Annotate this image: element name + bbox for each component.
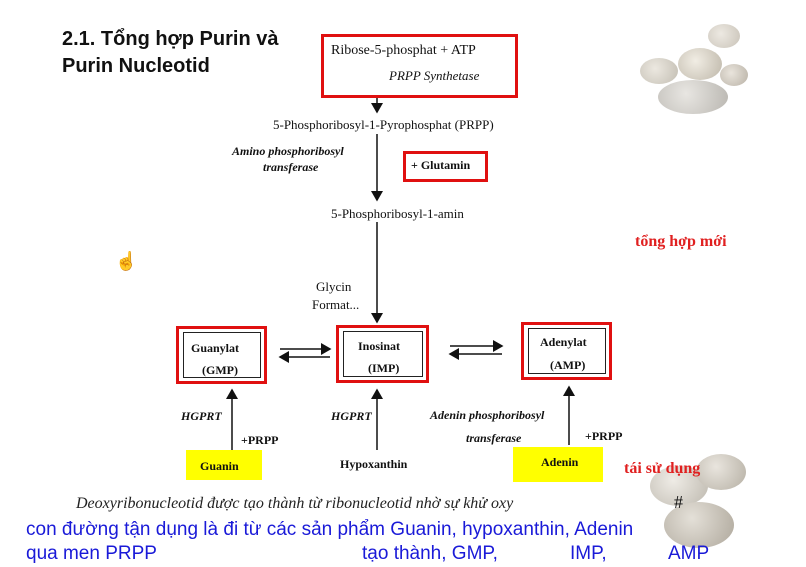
enzyme-adenin-line1: Adenin phosphoribosyl — [430, 408, 545, 422]
adenylat-label: Adenylat — [540, 335, 587, 349]
hash-mark: # — [674, 492, 683, 512]
amin-label: 5-Phosphoribosyl-1-amin — [331, 206, 464, 221]
gmp-label: (GMP) — [202, 363, 238, 377]
enzyme-amino-line1: Amino phosphoribosyl — [232, 144, 344, 158]
hgprt-left-label: HGPRT — [181, 409, 222, 423]
adenin-highlight — [513, 447, 603, 482]
prpp-left-label: +PRPP — [241, 433, 279, 447]
hypoxanthin-label: Hypoxanthin — [340, 457, 408, 471]
glutamin-highlight-box — [403, 151, 488, 182]
stones-image-bottom — [640, 446, 750, 567]
guanin-highlight — [186, 450, 262, 480]
amp-label: (AMP) — [550, 358, 586, 372]
guanylat-label: Guanylat — [191, 341, 240, 355]
page-title: 2.1. Tổng hợp Purin và Purin Nucleotid — [62, 26, 278, 80]
imp-inner-box — [343, 331, 423, 377]
enzyme-adenin-line2: transferase — [466, 431, 522, 445]
tai-su-dung-label: tái sử dụng — [624, 460, 701, 477]
format-label: Format... — [312, 297, 360, 312]
start-highlight-box — [321, 34, 518, 98]
adenin-label: Adenin — [541, 455, 579, 469]
note-line-2d: AMP — [668, 543, 710, 564]
note-line-2a: qua men PRPP — [26, 543, 157, 564]
title-line-2: Purin Nucleotid — [62, 55, 210, 77]
figure-caption: Deoxyribonucleotid được tạo thành từ rib… — [76, 495, 514, 512]
glutamin-label: + Glutamin — [411, 158, 471, 172]
start-substrates: Ribose-5-phosphat + ATP — [331, 43, 476, 58]
prpp-right-label: +PRPP — [585, 429, 623, 443]
tong-hop-moi-label: tổng hợp mới — [635, 233, 727, 250]
gmp-inner-box — [183, 332, 261, 378]
stones-image-top — [638, 20, 748, 118]
imp-label: (IMP) — [368, 361, 400, 375]
hand-cursor-icon: ☝ — [115, 251, 138, 271]
prpp-label: 5-Phosphoribosyl-1-Pyrophosphat (PRPP) — [273, 117, 494, 132]
gmp-highlight-box — [176, 326, 267, 384]
amp-highlight-box — [521, 322, 612, 380]
glycin-label: Glycin — [316, 279, 352, 294]
note-line-1: con đường tận dụng là đi từ các sản phẩm… — [26, 519, 634, 540]
title-line-1: 2.1. Tổng hợp Purin và — [62, 28, 279, 50]
inosinat-label: Inosinat — [358, 339, 401, 353]
imp-highlight-box — [336, 325, 429, 383]
note-line-2b: tạo thành, GMP, — [362, 543, 498, 564]
prpp-synthetase-label: PRPP Synthetase — [389, 68, 480, 83]
enzyme-amino-line2: transferase — [263, 160, 319, 174]
amp-inner-box — [528, 328, 606, 374]
hgprt-mid-label: HGPRT — [331, 409, 372, 423]
guanin-label: Guanin — [200, 459, 239, 473]
note-line-2c: IMP, — [570, 543, 607, 564]
